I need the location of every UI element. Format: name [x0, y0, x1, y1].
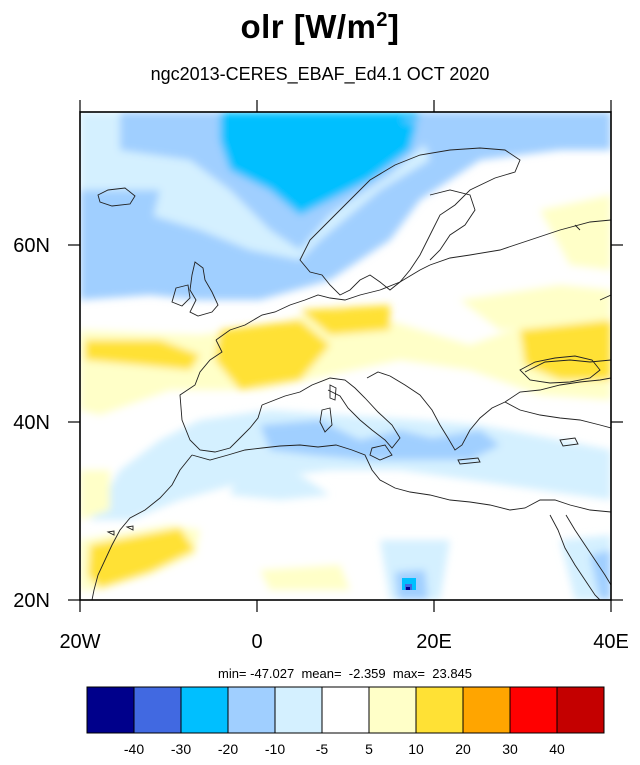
lon-label-0: 0: [251, 631, 262, 653]
colorbar-label: 10: [408, 741, 424, 757]
field-statistics: min= -47.027 mean= -2.359 max= 23.845: [217, 666, 473, 681]
colorbar-swatch: [180, 686, 229, 734]
colorbar-swatch: [415, 686, 464, 734]
lat-label-60n: 60N: [13, 235, 50, 257]
map-title: olr [W/m2]: [240, 8, 400, 45]
map-subtitle: ngc2013-CERES_EBAF_Ed4.1 OCT 2020: [150, 64, 490, 84]
colorbar-label: 40: [549, 741, 565, 757]
colorbar-label: -5: [316, 741, 329, 757]
axis-ticks: [68, 100, 623, 612]
colorbar-swatch: [509, 686, 558, 734]
lon-label-40e: 40E: [593, 631, 629, 653]
colorbar-label: -30: [171, 741, 191, 757]
lon-label-20e: 20E: [416, 631, 452, 653]
colorbar-swatch: [86, 686, 135, 734]
colorbar-label: -20: [218, 741, 238, 757]
colorbar-label: -40: [124, 741, 144, 757]
colorbar: -40 -30 -20 -10 -5 5 10 20 30 40: [86, 686, 605, 757]
olr-anomaly-field: [80, 112, 611, 600]
colorbar-label: -10: [265, 741, 285, 757]
colorbar-swatch: [368, 686, 417, 734]
colorbar-label: 5: [365, 741, 373, 757]
colorbar-swatch: [556, 686, 605, 734]
lat-label-40n: 40N: [13, 412, 50, 434]
colorbar-swatch: [274, 686, 323, 734]
colorbar-swatch: [321, 686, 370, 734]
plot-frame: [79, 111, 612, 601]
lat-label-20n: 20N: [13, 590, 50, 612]
colorbar-swatch: [133, 686, 182, 734]
lon-label-20w: 20W: [59, 631, 100, 653]
colorbar-label: 20: [455, 741, 471, 757]
colorbar-swatch: [462, 686, 511, 734]
coastlines: [91, 147, 611, 600]
colorbar-label: 30: [502, 741, 518, 757]
colorbar-swatch: [227, 686, 276, 734]
